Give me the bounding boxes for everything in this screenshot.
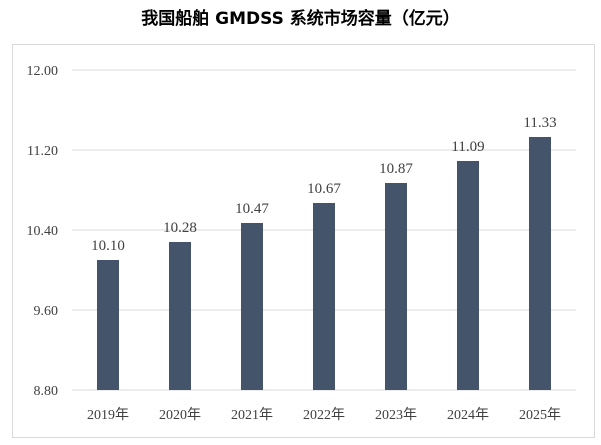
x-axis-ticks: 2019年 2020年 2021年 2022年 2023年 2024年 2025年	[87, 407, 561, 423]
data-label: 10.10	[91, 238, 125, 254]
x-tick-label: 2025年	[519, 407, 561, 423]
data-label: 10.87	[379, 161, 413, 177]
data-label: 10.67	[307, 181, 341, 197]
plot-frame	[12, 44, 595, 438]
y-tick-label: 11.20	[27, 144, 58, 159]
bar	[97, 260, 119, 390]
bar	[313, 203, 335, 390]
data-label: 10.47	[235, 201, 269, 217]
y-axis-ticks: 8.80 9.60 10.40 11.20 12.00	[27, 64, 59, 399]
data-labels: 10.10 10.28 10.47 10.67 10.87 11.09 11.33	[91, 115, 556, 254]
x-tick-label: 2024年	[447, 407, 489, 423]
y-tick-label: 9.60	[34, 304, 59, 319]
bar	[457, 161, 479, 390]
x-tick-label: 2021年	[231, 407, 273, 423]
x-tick-label: 2022年	[303, 407, 345, 423]
bar	[529, 137, 551, 390]
data-label: 11.33	[523, 115, 556, 131]
x-tick-label: 2023年	[375, 407, 417, 423]
chart-title: 我国船舶 GMDSS 系统市场容量（亿元）	[141, 9, 460, 29]
bar	[169, 242, 191, 390]
bar	[385, 183, 407, 390]
x-tick-label: 2019年	[87, 407, 129, 423]
y-tick-label: 10.40	[27, 224, 59, 239]
data-label: 10.28	[163, 220, 197, 236]
x-tick-label: 2020年	[159, 407, 201, 423]
y-tick-label: 12.00	[27, 64, 59, 79]
bar	[241, 223, 263, 390]
data-label: 11.09	[451, 139, 484, 155]
y-tick-label: 8.80	[34, 384, 59, 399]
bars	[97, 137, 551, 390]
